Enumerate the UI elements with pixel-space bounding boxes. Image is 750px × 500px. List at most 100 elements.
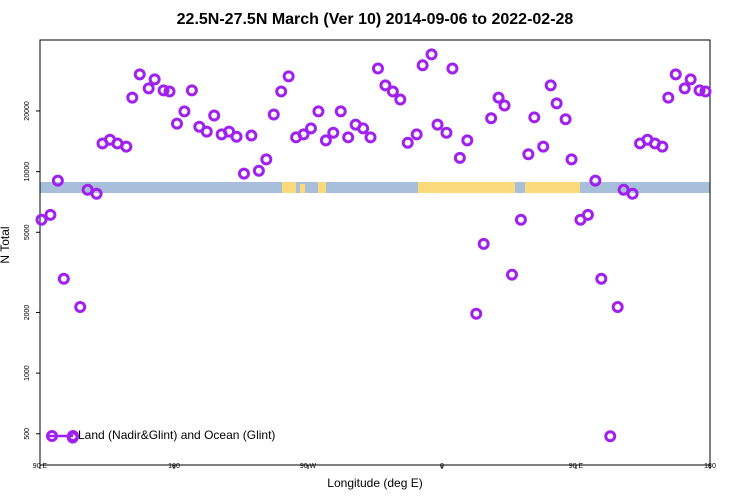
data-point — [446, 62, 459, 75]
data-point — [410, 128, 423, 141]
data-point — [364, 131, 377, 144]
y-tick-label: 10000 — [24, 162, 31, 182]
data-point — [394, 93, 407, 106]
data-point — [550, 97, 563, 110]
data-point — [604, 430, 617, 443]
data-point — [453, 151, 466, 164]
data-point — [656, 140, 669, 153]
land-band — [318, 182, 326, 193]
data-point — [498, 99, 511, 112]
data-point — [120, 140, 133, 153]
data-point — [470, 307, 483, 320]
data-point — [611, 300, 624, 313]
y-tick-label: 500 — [24, 428, 31, 440]
data-point — [230, 130, 243, 143]
data-point — [200, 125, 213, 138]
data-point — [44, 208, 57, 221]
data-point — [90, 187, 103, 200]
data-point — [245, 129, 258, 142]
data-point — [528, 111, 541, 124]
legend-label: Land (Nadir&Glint) and Ocean (Glint) — [78, 428, 275, 442]
data-point — [148, 73, 161, 86]
data-point — [379, 79, 392, 92]
ocean-band — [40, 182, 710, 193]
plot-frame — [39, 39, 711, 466]
data-point — [237, 167, 250, 180]
data-point — [425, 48, 438, 61]
data-point — [565, 153, 578, 166]
legend-marker — [67, 430, 79, 442]
data-point — [386, 85, 399, 98]
x-tick-label: 90 E — [569, 463, 584, 470]
data-point — [357, 122, 370, 135]
data-point — [282, 70, 295, 83]
data-point — [133, 68, 146, 81]
data-point — [51, 174, 64, 187]
data-point — [514, 213, 527, 226]
data-point — [492, 91, 505, 104]
data-point — [142, 82, 155, 95]
surface-band — [40, 182, 710, 193]
data-point — [477, 237, 490, 250]
data-point — [178, 105, 191, 118]
y-tick-label: 1000 — [24, 365, 31, 381]
data-point — [267, 108, 280, 121]
data-point — [297, 128, 310, 141]
data-point — [371, 62, 384, 75]
data-point — [431, 118, 444, 131]
data-point — [559, 113, 572, 126]
x-tick-label: 180 — [704, 463, 716, 470]
land-band — [282, 182, 296, 193]
data-point — [669, 68, 682, 81]
y-tick-label: 20000 — [24, 101, 31, 121]
x-axis-label: Longitude (deg E) — [327, 476, 422, 490]
x-tick-label: 90 W — [300, 463, 317, 470]
data-point — [485, 112, 498, 125]
data-point — [595, 272, 608, 285]
data-point — [327, 126, 340, 139]
data-point — [252, 164, 265, 177]
data-point — [157, 84, 170, 97]
data-point — [684, 73, 697, 86]
data-point — [544, 79, 557, 92]
y-axis-label: N Total — [0, 226, 12, 263]
data-point — [401, 136, 414, 149]
chart-title: 22.5N-27.5N March (Ver 10) 2014-09-06 to… — [177, 11, 574, 28]
data-point — [312, 105, 325, 118]
data-point — [505, 268, 518, 281]
data-point — [461, 134, 474, 147]
data-point — [57, 272, 70, 285]
data-point — [589, 174, 602, 187]
y-tick-label: 2000 — [24, 305, 31, 321]
data-point — [440, 126, 453, 139]
data-point — [260, 153, 273, 166]
data-point — [662, 91, 675, 104]
data-point — [163, 85, 176, 98]
data-point — [699, 85, 712, 98]
data-point — [304, 122, 317, 135]
data-point — [126, 91, 139, 104]
data-point — [581, 208, 594, 221]
data-point — [693, 84, 706, 97]
data-point — [185, 84, 198, 97]
data-point — [537, 140, 550, 153]
data-point — [275, 85, 288, 98]
data-point — [170, 117, 183, 130]
land-band — [300, 184, 305, 193]
land-band — [418, 182, 515, 193]
x-tick-label: 180 — [168, 463, 180, 470]
data-point — [342, 131, 355, 144]
y-tick-label: 5000 — [24, 224, 31, 240]
data-point — [319, 134, 332, 147]
data-point — [35, 213, 48, 226]
data-point — [416, 59, 429, 72]
data-point — [334, 105, 347, 118]
data-point — [208, 109, 221, 122]
data-point — [74, 300, 87, 313]
land-band — [525, 182, 580, 193]
data-point — [678, 82, 691, 95]
legend-marker — [46, 430, 58, 442]
x-tick-label: 0 — [440, 463, 444, 470]
